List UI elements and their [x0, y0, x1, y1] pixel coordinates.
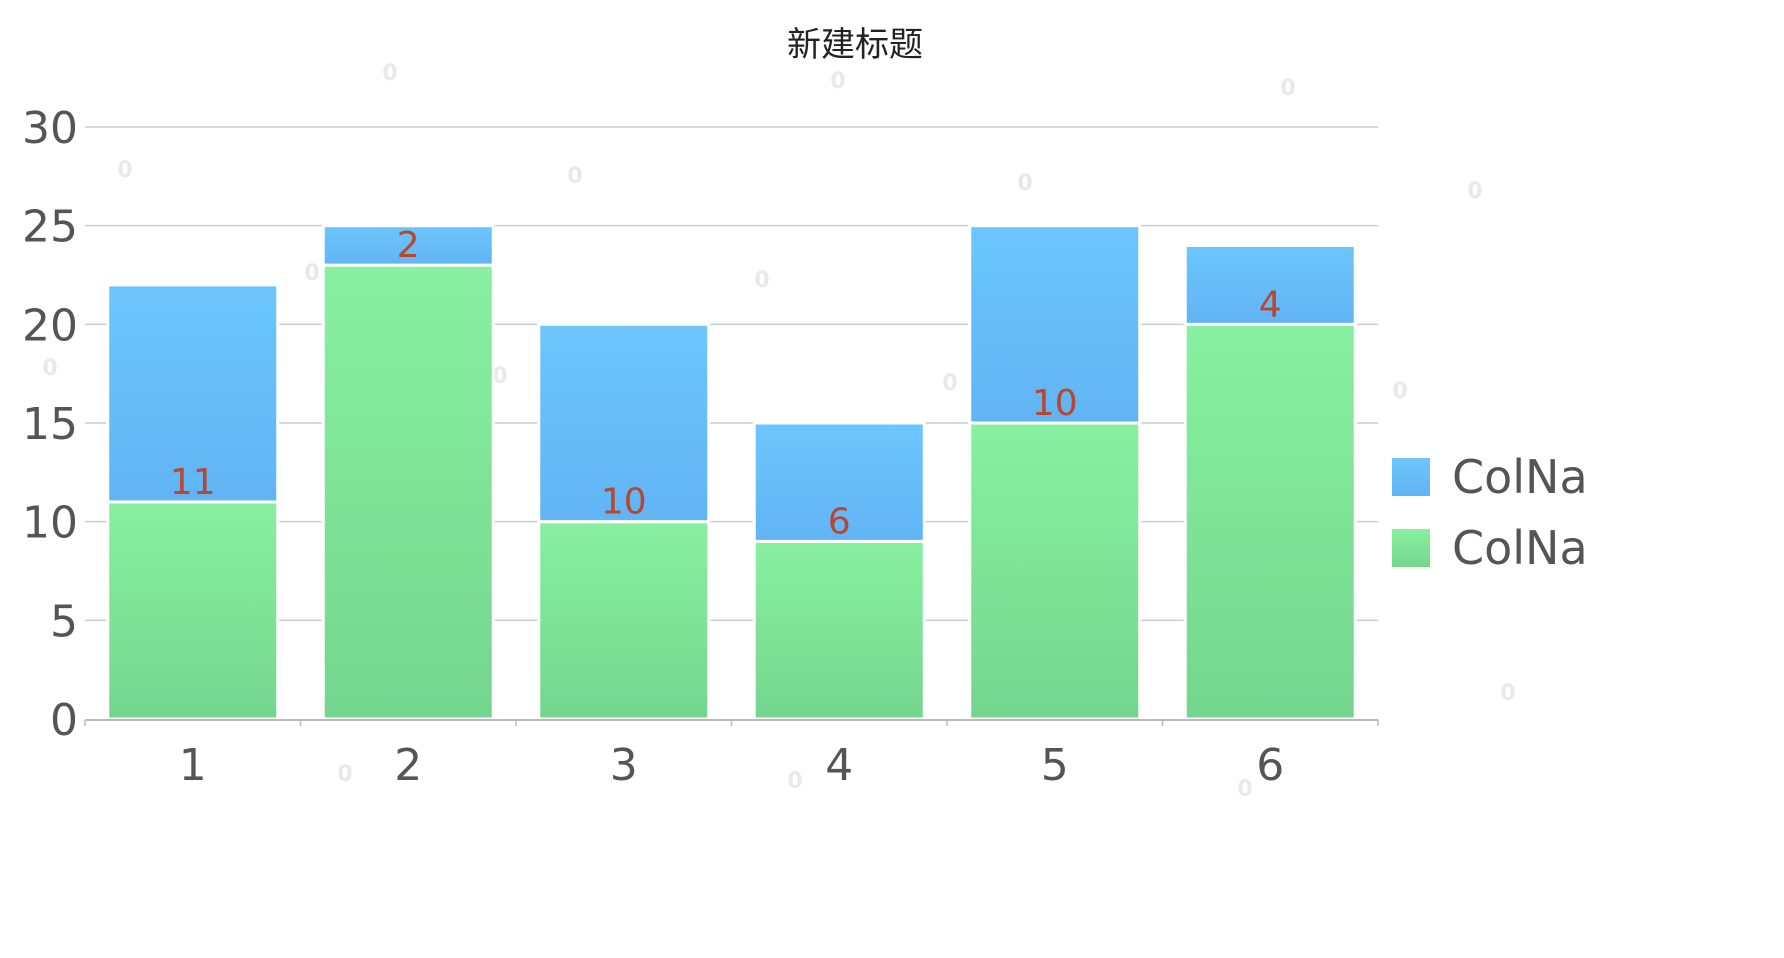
- chart-title: 新建标题: [787, 25, 923, 65]
- bar-segment: [537, 322, 711, 524]
- watermark-glyph: 0: [117, 158, 132, 183]
- watermark-glyph: 0: [787, 769, 802, 794]
- watermark-glyph: 0: [1280, 76, 1295, 101]
- watermark-glyph: 0: [567, 164, 582, 189]
- data-label: 6: [828, 501, 851, 542]
- bar-segment: [968, 421, 1142, 721]
- x-tick-label: 3: [610, 740, 638, 791]
- data-label: 10: [601, 482, 647, 523]
- x-tick-label: 1: [179, 740, 207, 791]
- bar-segment: [321, 224, 495, 267]
- legend-swatch: [1392, 529, 1430, 567]
- watermark-glyph: 0: [830, 69, 845, 94]
- watermark-glyph: 0: [1392, 379, 1407, 404]
- data-labels: 11 2 10 6 10 4: [170, 225, 1282, 542]
- watermark-glyph: 0: [304, 261, 319, 286]
- bar-segment: [106, 500, 280, 721]
- watermark-glyph: 0: [382, 61, 397, 86]
- x-axis: 1 2 3 4 5 6: [84, 719, 1379, 791]
- legend-swatch: [1392, 458, 1430, 496]
- watermark-glyph: 0: [42, 356, 57, 381]
- bar-segment: [752, 421, 926, 543]
- legend-label: ColNa: [1452, 521, 1588, 575]
- data-label: 4: [1259, 284, 1282, 325]
- x-tick-label: 5: [1041, 740, 1069, 791]
- y-tick-label: 30: [22, 103, 78, 154]
- bar-segment: [321, 263, 495, 721]
- bar-segment: [1183, 243, 1357, 326]
- watermark-glyph: 0: [492, 364, 507, 389]
- watermark-glyph: 0: [942, 371, 957, 396]
- y-tick-label: 10: [22, 498, 78, 549]
- watermark-glyph: 0: [337, 762, 352, 787]
- y-tick-label: 15: [22, 399, 78, 450]
- grid-lines: [85, 126, 1378, 622]
- bars: [106, 224, 1357, 721]
- bar-segment: [752, 539, 926, 721]
- watermark-glyph: 0: [754, 268, 769, 293]
- data-label: 10: [1032, 383, 1078, 424]
- data-label: 11: [170, 462, 216, 503]
- x-tick-label: 4: [825, 740, 853, 791]
- bar-segment: [106, 283, 280, 504]
- watermark-glyph: 0: [1467, 179, 1482, 204]
- bar-segment: [1183, 322, 1357, 721]
- legend: ColNa ColNa: [1392, 450, 1588, 575]
- y-tick-label: 0: [50, 695, 78, 746]
- y-tick-label: 25: [22, 202, 78, 253]
- bar-segment: [537, 520, 711, 721]
- y-tick-label: 5: [50, 596, 78, 647]
- y-axis-tick-labels: 0 5 10 15 20 25 30: [22, 103, 78, 746]
- data-label: 2: [397, 225, 420, 266]
- legend-label: ColNa: [1452, 450, 1588, 504]
- x-tick-label: 2: [394, 740, 422, 791]
- bar-segment: [968, 224, 1142, 425]
- x-tick-label: 6: [1256, 740, 1284, 791]
- watermark-glyph: 0: [1500, 681, 1515, 706]
- watermark-glyph: 0: [1017, 171, 1032, 196]
- y-tick-label: 20: [22, 300, 78, 351]
- watermark-glyph: 0: [1237, 777, 1252, 802]
